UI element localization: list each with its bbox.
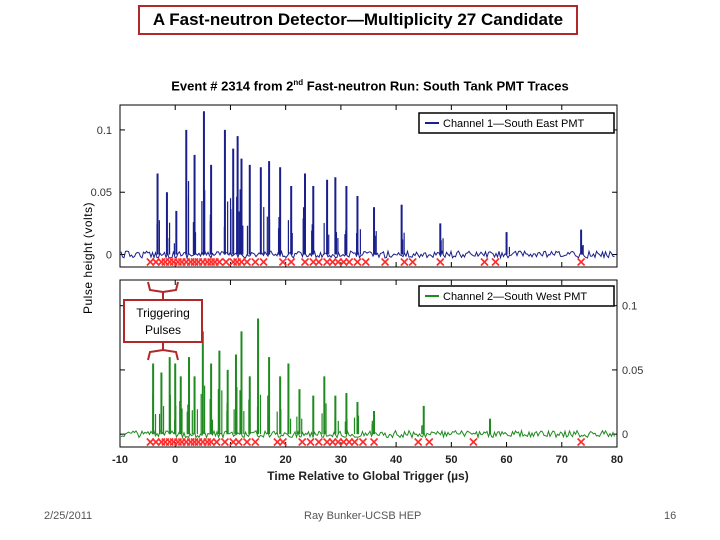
y-tick-label: 0.05 [622,365,643,377]
annotation-box [123,299,203,343]
trigger-marker [353,257,362,267]
trigger-marker [298,437,307,447]
trigger-marker [480,257,489,267]
trigger-marker [221,257,231,267]
footer-author: Ray Bunker-UCSB HEP [304,510,422,522]
trigger-marker [469,437,478,447]
trigger-marker [381,257,390,267]
trigger-marker [220,437,229,447]
y-axis-label: Pulse height (volts) [81,202,95,314]
trigger-marker [251,437,260,447]
y-tick-label: 0.05 [91,187,112,199]
subtitle-text: Event # 2314 from 2 [171,78,294,94]
trigger-marker [408,257,417,267]
channel-1-panel: 0 0.05 0.1 Channel 1—South East PMT [91,104,618,268]
annotation-line-1: Triggering [136,306,190,320]
legend-box [418,112,615,134]
x-tick-label: 40 [390,454,402,466]
footer-page-number: 16 [664,510,677,522]
x-tick-label: 0 [172,454,178,466]
trigger-marker [212,437,221,447]
trigger-marker [259,257,268,267]
footer-date: 2/25/2011 [44,510,93,522]
annotation-line-2: Pulses [145,323,181,337]
slide-title: A Fast-neutron Detector—Multiplicity 27 … [138,5,578,35]
legend: Channel 2—South West PMT [418,285,615,307]
x-tick-label: 20 [280,454,292,466]
trigger-marker [242,437,252,447]
legend: Channel 1—South East PMT [418,112,615,134]
trigger-marker [350,437,359,447]
trigger-marker [287,257,296,267]
trigger-marker [414,437,423,447]
trigger-marker [314,257,323,267]
subtitle-superscript: nd [293,78,304,87]
trigger-marker [361,257,370,267]
chart-subtitle: Event # 2314 from 2nd Fast-neutron Run: … [110,78,630,93]
x-tick-label: 50 [445,454,457,466]
trigger-marker [215,257,224,267]
x-tick-label: 70 [556,454,568,466]
x-tick-label: 10 [224,454,236,466]
x-tick-label: -10 [112,454,128,466]
x-tick-label: 80 [611,454,623,466]
trigger-marker [577,437,586,447]
trigger-marker [251,257,260,267]
legend-label: Channel 2—South West PMT [443,291,587,303]
trigger-marker [306,437,315,447]
trigger-marker [278,257,287,267]
x-tick-label: 60 [500,454,512,466]
annotation-bracket-bottom [147,342,179,361]
trigger-marker [242,257,252,267]
y-tick-label: 0.1 [97,125,112,137]
trigger-marker [234,437,243,447]
trigger-marker [358,437,368,447]
legend-label: Channel 1—South East PMT [443,118,585,130]
triggering-pulses-annotation: Triggering Pulses [123,281,203,361]
trigger-marker [314,437,323,447]
subtitle-text-rest: Fast-neutron Run: South Tank PMT Traces [303,78,569,94]
y-tick-label: 0.1 [622,301,637,313]
trigger-marker [577,257,586,267]
trigger-marker [400,257,409,267]
y-tick-label: 0 [106,250,112,262]
trigger-marker [369,437,379,447]
trigger-marker [491,257,500,267]
trigger-marker [300,257,310,267]
x-tick-label: 30 [335,454,347,466]
trigger-marker [278,437,287,447]
annotation-bracket-top [147,281,179,300]
trigger-marker [345,257,354,267]
y-tick-label: 0 [622,429,628,441]
trigger-marker [425,437,434,447]
x-axis-label: Time Relative to Global Trigger (µs) [267,469,468,483]
trigger-marker [436,257,445,267]
legend-box [418,285,615,307]
